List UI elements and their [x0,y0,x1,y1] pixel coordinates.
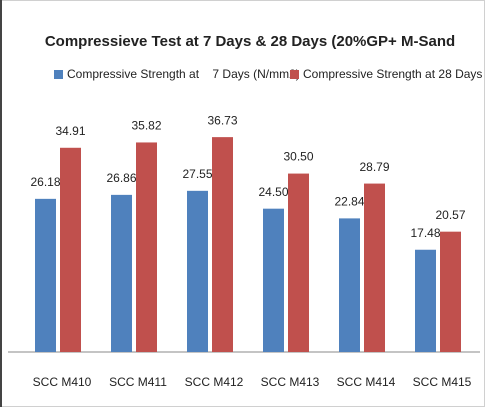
data-label: 26.86 [106,171,136,185]
data-label: 36.73 [207,113,237,127]
bar [288,173,309,352]
x-tick-label: SCC M414 [337,375,396,389]
data-label: 22.84 [334,195,364,209]
legend-label: Compressive Strength at 7 Days (N/mm2) [67,67,300,81]
bar [187,190,208,352]
data-label: 30.50 [283,150,313,164]
bar [440,231,461,352]
legend-swatch [54,70,63,79]
bar [339,218,360,352]
data-label: 28.79 [359,160,389,174]
legend-label: Compressive Strength at 28 Days [303,67,482,81]
data-label: 17.48 [410,226,440,240]
x-tick-label: SCC M410 [33,375,92,389]
bar [35,198,56,352]
data-label: 35.82 [131,119,161,133]
x-tick-label: SCC M415 [413,375,472,389]
bar [415,249,436,352]
bar [263,208,284,352]
data-label: 20.57 [435,208,465,222]
bar [212,137,233,352]
x-tick-label: SCC M412 [185,375,244,389]
bar [136,142,157,352]
bar [111,194,132,352]
data-label: 27.55 [182,167,212,181]
data-label: 24.50 [258,185,288,199]
chart-title: Compressieve Test at 7 Days & 28 Days (2… [45,33,455,50]
x-tick-label: SCC M413 [261,375,320,389]
bar [60,147,81,352]
bar [364,183,385,352]
data-label: 34.91 [55,124,85,138]
x-tick-label: SCC M411 [109,375,167,389]
legend-swatch [290,70,299,79]
data-label: 26.18 [30,175,60,189]
